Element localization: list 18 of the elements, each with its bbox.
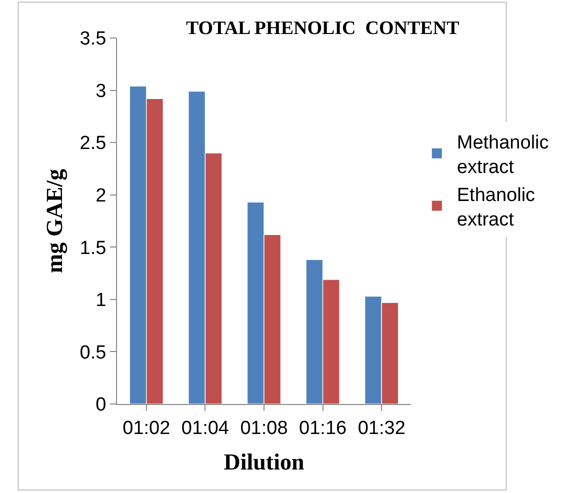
legend-label: Ethanolic extract	[456, 184, 536, 231]
x-tick-label: 01:04	[181, 418, 230, 439]
x-axis-title: Dilution	[224, 449, 304, 474]
y-tick-label: 1.5	[80, 238, 106, 259]
x-tick-label: 01:08	[240, 418, 288, 439]
y-tick-label: 1	[96, 290, 106, 312]
y-tick-label: 0	[96, 394, 106, 416]
y-tick-label: 0.5	[80, 342, 106, 364]
x-tick-label: 01:02	[122, 418, 170, 439]
x-tick-label: 01:16	[299, 418, 347, 439]
chart-title: TOTAL PHENOLIC CONTENT	[186, 18, 460, 39]
x-tick-label: 01:32	[358, 418, 406, 439]
legend-label: Methanolic extract	[456, 132, 549, 178]
y-tick-label: 2	[96, 186, 106, 207]
y-tick-label: 3.5	[80, 28, 106, 50]
y-axis-title: mg GAE/g	[42, 168, 68, 274]
y-tick-label: 2.5	[80, 133, 106, 154]
y-tick-label: 3	[96, 80, 106, 102]
